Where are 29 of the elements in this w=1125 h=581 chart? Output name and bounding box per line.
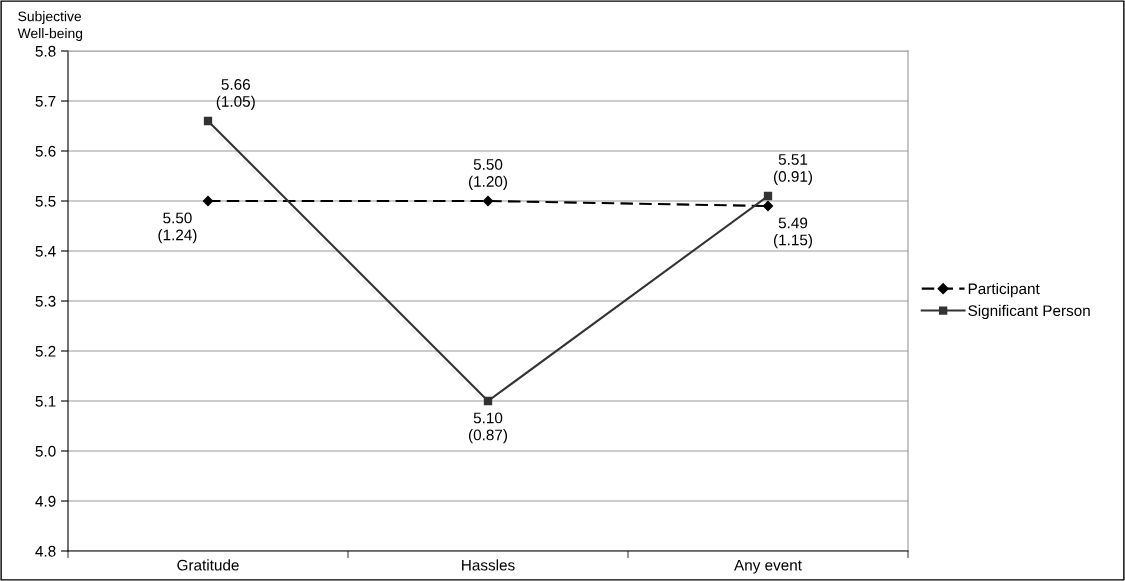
data-label: 5.50 (1.20): [468, 159, 508, 190]
y-axis-title: Subjective Well-being: [17, 11, 83, 41]
data-label: 5.49 (1.15): [773, 217, 813, 249]
x-tick-label: Any event: [734, 559, 802, 574]
legend-label: Significant Person: [968, 304, 1090, 320]
point: [763, 191, 773, 201]
point: [203, 116, 213, 126]
data-label: 5.10 (0.87): [468, 412, 508, 444]
data-label: 5.66 (1.05): [216, 79, 255, 110]
y-tick-label: 5.6: [35, 145, 56, 157]
point: [762, 200, 774, 212]
x-tick-label: Hassles: [462, 559, 515, 571]
point: [483, 396, 493, 406]
y-tick-label: 4.9: [35, 495, 56, 507]
x-tick-label: Gratitude: [177, 559, 239, 571]
y-tick-label: 5.3: [35, 295, 56, 307]
data-label: 5.50 (1.24): [158, 212, 197, 244]
y-tick-label: 5.4: [35, 246, 56, 257]
y-tick-label: 5.0: [35, 445, 56, 457]
y-tick-label: 5.1: [35, 396, 56, 407]
point: [482, 195, 494, 207]
point: [202, 195, 214, 207]
y-tick-label: 4.8: [35, 545, 56, 557]
y-tick-label: 5.8: [35, 45, 56, 57]
y-tick-label: 5.5: [35, 196, 56, 207]
legend-label: Participant: [968, 282, 1040, 298]
y-tick-label: 5.7: [35, 96, 56, 107]
data-label: 5.51 (0.91): [773, 154, 813, 185]
y-tick-label: 5.2: [35, 345, 56, 357]
